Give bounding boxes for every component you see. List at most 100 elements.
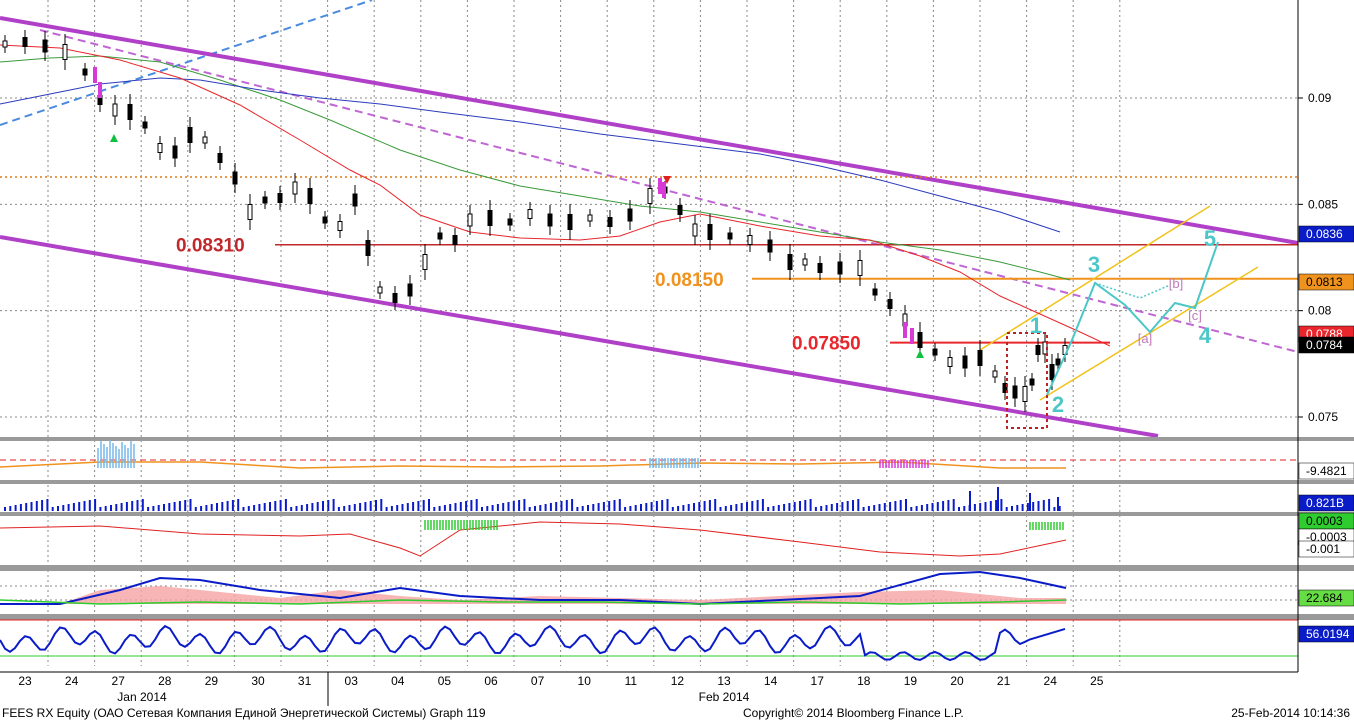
candle-body <box>947 357 953 367</box>
value-badge-text: 0.0813 <box>1306 275 1343 289</box>
wave-label-4: 4 <box>1199 323 1212 348</box>
candle-body <box>1035 345 1041 355</box>
candle-body <box>1049 364 1055 380</box>
date-tick-label: 13 <box>717 674 731 688</box>
value-badge-text: -9.4821 <box>1306 464 1347 478</box>
candle-body <box>857 260 863 276</box>
candle-body <box>887 299 893 309</box>
candle-body <box>587 214 593 222</box>
candle-body <box>647 188 653 204</box>
value-badge <box>1298 625 1354 643</box>
value-badge-text: 22.684 <box>1306 591 1343 605</box>
candle-body <box>172 145 178 159</box>
rising-channel-upper <box>979 205 1211 351</box>
candle-body <box>747 235 753 245</box>
candle-body <box>127 104 133 120</box>
candle-body <box>767 239 773 253</box>
wave-label-1: 1 <box>1030 313 1042 338</box>
panel1-orange-line <box>0 461 1066 469</box>
rsi-line <box>0 624 1066 662</box>
moving-average-blue <box>0 77 1061 233</box>
candle-body <box>837 261 843 275</box>
date-tick-label: 07 <box>531 674 545 688</box>
candle-body <box>1002 383 1008 393</box>
value-badge-text: 0.0836 <box>1306 227 1343 241</box>
candle-body <box>307 188 313 204</box>
level-label: 0.08150 <box>655 270 724 291</box>
wave-label-2: 2 <box>1052 392 1064 417</box>
date-tick-label: 20 <box>950 674 964 688</box>
candle-body <box>607 217 613 227</box>
date-tick-label: 24 <box>65 674 79 688</box>
channel-upper-line <box>0 16 1299 245</box>
sell-signal-marker <box>663 176 671 184</box>
highlight-candle <box>910 328 914 344</box>
date-tick-label: 25 <box>1090 674 1104 688</box>
candle-body <box>112 103 118 117</box>
highlight-candle <box>98 82 102 98</box>
candle-body <box>692 223 698 237</box>
dashed-trendline-blue <box>0 0 373 126</box>
candle-body <box>872 288 878 296</box>
price-tick-label: 0.09 <box>1308 91 1332 105</box>
value-badge <box>1298 494 1354 512</box>
value-badge-text: -0.0003 <box>1306 530 1347 544</box>
date-tick-label: 23 <box>18 674 32 688</box>
date-tick-label: 30 <box>251 674 265 688</box>
candle-body <box>677 205 683 215</box>
moving-average-red <box>0 44 1111 347</box>
candle-body <box>707 224 713 240</box>
date-tick-label: 19 <box>904 674 918 688</box>
candle-body <box>467 213 473 227</box>
wave-subpath <box>1094 282 1171 299</box>
candle-body <box>627 208 633 222</box>
candle-body <box>292 181 298 195</box>
price-tick-label: 0.08 <box>1308 304 1332 318</box>
date-tick-label: 12 <box>671 674 685 688</box>
candle-body <box>817 263 823 273</box>
panel-separator <box>0 480 1354 484</box>
indicator-panels <box>0 437 1354 662</box>
candle-body <box>1029 378 1035 386</box>
candle-body <box>422 254 428 270</box>
candle-body <box>337 221 343 231</box>
candle-body <box>232 171 238 185</box>
overlay-lines <box>0 0 1299 438</box>
candle-body <box>992 370 998 378</box>
candles <box>2 30 1068 429</box>
panel-separator <box>0 437 1354 441</box>
level-label: 0.08310 <box>176 236 245 257</box>
grid <box>0 0 1298 666</box>
candle-body <box>42 39 48 53</box>
date-tick-label: 04 <box>391 674 405 688</box>
candle-body <box>507 218 513 226</box>
candle-body <box>365 240 371 256</box>
dmi-green-line <box>0 599 1067 605</box>
value-badge-text: 0.0003 <box>1306 514 1343 528</box>
candle-body <box>932 348 938 356</box>
month-label: Jan 2014 <box>117 690 167 704</box>
highlight-candle <box>658 178 662 194</box>
candle-body <box>82 68 88 76</box>
candle-body <box>377 286 383 294</box>
highlight-candle <box>903 322 907 338</box>
footer-timestamp: 25-Feb-2014 10:14:36 <box>1231 706 1350 720</box>
panel-separator <box>0 512 1354 516</box>
level-label: 0.07850 <box>792 334 861 355</box>
candle-body <box>62 44 68 60</box>
candle-body <box>787 254 793 270</box>
wave-label-5: 5 <box>1204 226 1216 251</box>
candle-body <box>452 235 458 245</box>
candle-body <box>917 332 923 348</box>
candle-body <box>277 193 283 203</box>
footer-security-name: FEES RX Equity (ОАО Сетевая Компания Еди… <box>2 706 486 720</box>
panel-separator <box>0 614 1354 620</box>
candle-body <box>157 143 163 153</box>
rising-channel-lower <box>1039 266 1259 401</box>
candle-body <box>142 121 148 129</box>
value-badge <box>1298 225 1354 243</box>
date-tick-label: 17 <box>811 674 825 688</box>
candle-body <box>802 258 808 266</box>
